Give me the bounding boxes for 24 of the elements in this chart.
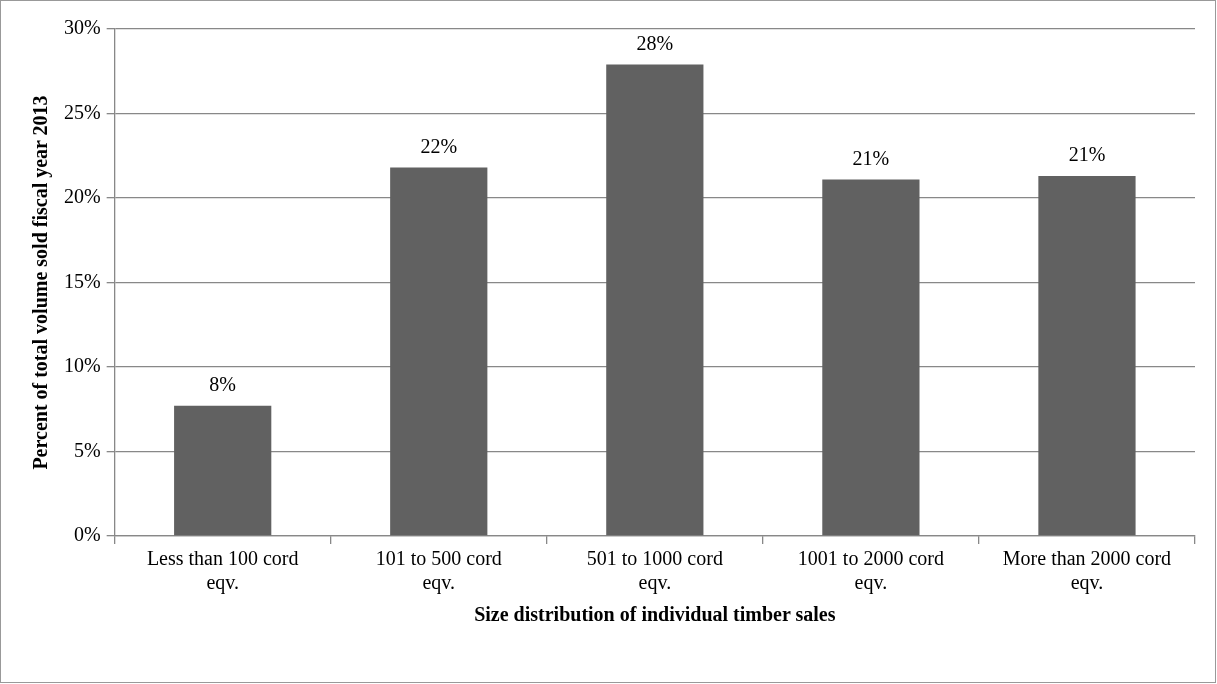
y-axis-title: Percent of total volume sold fiscal year 2013 [29,95,53,470]
x-tick-label: 501 to 1000 cord eqv. [586,547,723,595]
y-tick-label: 0% [73,523,101,546]
y-tick-label: 15% [63,269,101,292]
bar [390,167,488,536]
data-label: 8% [209,373,237,396]
y-tick-label: 5% [73,438,101,461]
x-tick-label: 101 to 500 cord eqv. [375,547,502,595]
y-tick-label: 30% [63,16,101,39]
bar [822,179,920,536]
bar [174,405,272,536]
data-label: 21% [852,146,890,169]
bar [606,64,704,536]
x-axis-title: Size distribution of individual timber sales [474,603,836,626]
data-label: 21% [1068,143,1106,166]
bar [1038,176,1136,536]
data-label: 28% [636,31,674,54]
y-tick-label: 20% [63,185,101,208]
y-tick-label: 10% [63,354,101,377]
y-tick-label: 25% [63,100,101,123]
x-tick-label: 1001 to 2000 cord eqv. [797,547,944,595]
data-label: 22% [420,134,458,157]
x-tick-label: Less than 100 cord eqv. [146,547,299,595]
x-tick-label: More than 2000 cord eqv. [1002,547,1172,595]
